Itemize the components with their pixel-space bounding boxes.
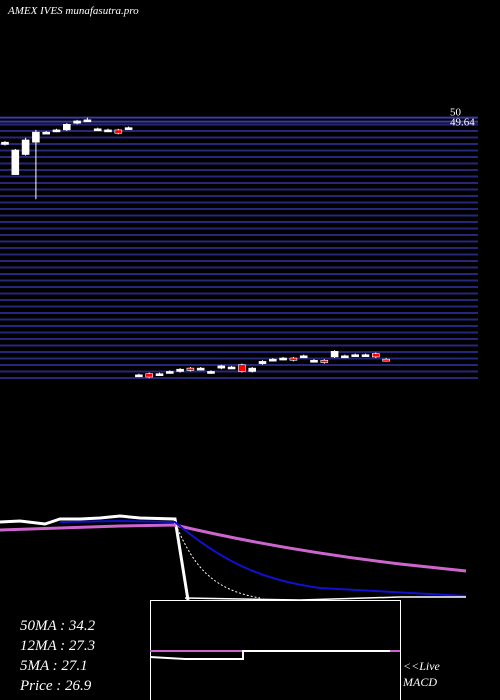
- candles: [1, 117, 390, 379]
- candle-body: [227, 366, 236, 370]
- candle-body: [330, 351, 339, 358]
- signal-line: [184, 596, 466, 601]
- ma12-line: [59, 519, 467, 597]
- ma-panel: [0, 514, 467, 601]
- candle-body: [371, 353, 380, 358]
- candle-body: [258, 361, 267, 364]
- readout: 5MA : 27.1: [20, 658, 88, 674]
- candle-body: [341, 355, 349, 359]
- readout: 50MA : 34.2: [20, 618, 96, 634]
- candle-body: [104, 129, 112, 133]
- chart-title: AMEX IVES munafasutra.pro: [7, 5, 139, 17]
- candle-body: [93, 128, 102, 132]
- candle-body: [42, 131, 51, 135]
- macd-panel: <<Live MACD: [149, 600, 441, 700]
- candle-body: [207, 371, 215, 374]
- candle-body: [52, 129, 61, 133]
- candle-body: [299, 355, 308, 359]
- candle-body: [73, 120, 81, 124]
- candle-body: [268, 358, 277, 362]
- candle-body: [62, 124, 71, 131]
- candle-body: [11, 149, 20, 175]
- candle-body: [1, 141, 9, 145]
- candle-body: [176, 368, 184, 372]
- candle-body: [145, 373, 153, 378]
- y-tick-label: 49.64: [450, 117, 475, 129]
- candle-body: [320, 359, 329, 363]
- candle-body: [196, 367, 205, 371]
- candle-body: [21, 139, 30, 155]
- candle-body: [114, 129, 123, 134]
- candle-body: [83, 119, 92, 123]
- candle-body: [166, 371, 174, 374]
- candle-body: [155, 373, 164, 376]
- candle-body: [186, 367, 195, 371]
- y-tick-label: 50: [450, 107, 462, 119]
- candle-body: [124, 127, 133, 130]
- candle-body: [351, 354, 360, 357]
- macd-line: [149, 650, 390, 660]
- ma5-line: [175, 524, 261, 599]
- candle-body: [238, 364, 246, 372]
- ma50-line: [0, 523, 467, 573]
- candle-body: [32, 131, 40, 143]
- candle-body: [289, 357, 298, 361]
- candle-body: [361, 354, 370, 357]
- candle-body: [279, 357, 287, 361]
- candle-body: [310, 359, 318, 363]
- candle-body: [382, 358, 390, 362]
- candle-body: [217, 365, 226, 369]
- live-label: <<Live: [403, 659, 441, 673]
- macd-label: MACD: [402, 675, 437, 689]
- candle-body: [248, 367, 256, 372]
- price-line: [0, 514, 190, 601]
- readout: 12MA : 27.3: [20, 638, 95, 654]
- candle-body: [135, 374, 143, 378]
- readout: Price : 26.9: [19, 678, 92, 694]
